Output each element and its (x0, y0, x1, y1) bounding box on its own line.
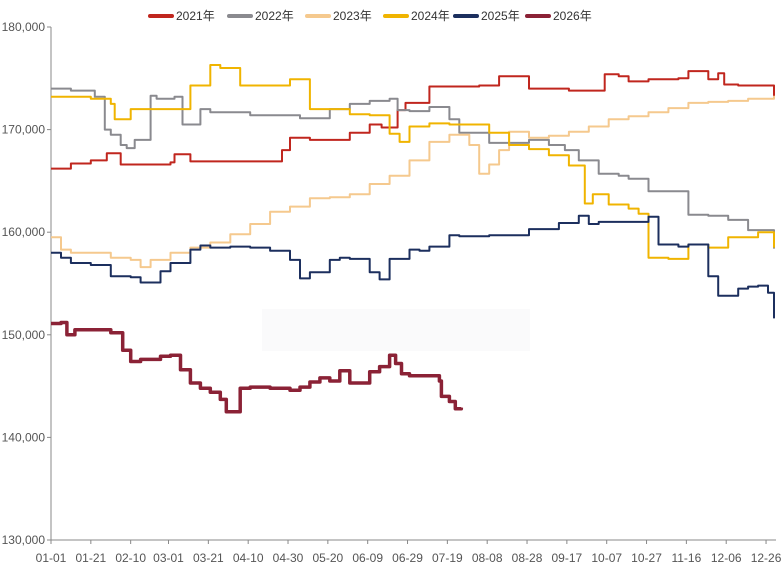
x-tick-label: 12-06 (711, 551, 742, 565)
y-tick-label: 160,000 (2, 225, 46, 239)
legend-label: 2026年 (553, 9, 592, 23)
x-tick-label: 05-20 (313, 551, 344, 565)
x-tick-label: 04-30 (273, 551, 304, 565)
x-tick-label: 04-10 (233, 551, 264, 565)
x-tick-label: 09-17 (552, 551, 583, 565)
x-tick-label: 06-09 (352, 551, 383, 565)
y-tick-label: 180,000 (2, 20, 46, 34)
y-tick-label: 150,000 (2, 328, 46, 342)
x-tick-label: 06-29 (392, 551, 423, 565)
y-axis: 130,000 140,000 150,000 160,000 170,000 180,0… (2, 20, 51, 547)
chart-legend: 2021年 2022年 2023年 2024年 2025年 2026年 (148, 9, 592, 23)
y-tick-label: 170,000 (2, 123, 46, 137)
series-line-4 (51, 214, 775, 319)
x-tick-label: 10-27 (631, 551, 662, 565)
x-tick-label: 07-19 (432, 551, 463, 565)
legend-label: 2025年 (481, 9, 520, 23)
y-tick-label: 140,000 (2, 430, 46, 444)
series-line-2 (51, 95, 775, 269)
series-line-1 (51, 87, 775, 249)
series-lines (51, 64, 775, 414)
x-tick-label: 03-01 (153, 551, 184, 565)
x-axis: 01-01 01-21 02-10 03-01 03-21 04-10 04-30 05-20… (36, 540, 782, 565)
x-tick-label: 08-08 (472, 551, 503, 565)
plot-area (50, 27, 776, 541)
x-tick-label: 11-16 (671, 551, 701, 565)
x-tick-label: 01-01 (36, 551, 67, 565)
series-line-5 (51, 320, 464, 414)
legend-label: 2021年 (176, 9, 215, 23)
legend-label: 2024年 (411, 9, 450, 23)
x-tick-label: 12-26 (751, 551, 782, 565)
x-tick-label: 02-10 (115, 551, 146, 565)
x-tick-label: 10-07 (591, 551, 622, 565)
x-tick-label: 03-21 (193, 551, 224, 565)
watermark-box (262, 309, 530, 351)
series-line-0 (51, 70, 775, 170)
series-line-3 (51, 64, 775, 260)
legend-label: 2023年 (333, 9, 372, 23)
x-tick-label: 01-21 (75, 551, 106, 565)
x-tick-label: 08-28 (512, 551, 543, 565)
y-tick-label: 130,000 (2, 533, 46, 547)
legend-label: 2022年 (255, 9, 294, 23)
